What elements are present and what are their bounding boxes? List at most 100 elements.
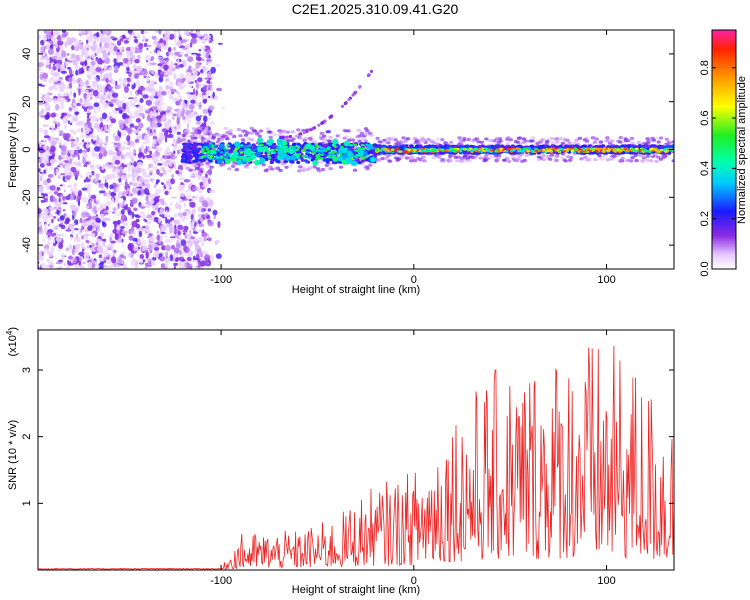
- noise-blob: [67, 184, 72, 188]
- trace-halo: [369, 133, 374, 137]
- noise-blob: [126, 162, 132, 167]
- noise-blob: [101, 99, 106, 106]
- noise-blob: [170, 67, 173, 72]
- noise-blob: [202, 51, 207, 59]
- noise-blob: [184, 189, 191, 193]
- trace-band: [328, 158, 333, 162]
- noise-blob: [202, 91, 206, 95]
- noise-blob: [72, 222, 76, 227]
- noise-blob: [160, 166, 164, 172]
- trace-halo: [610, 157, 615, 161]
- noise-blob: [137, 236, 142, 244]
- noise-blob: [125, 152, 130, 156]
- trace-band: [323, 153, 328, 157]
- noise-blob: [179, 177, 185, 181]
- noise-blob: [46, 154, 49, 162]
- noise-blob: [88, 215, 92, 221]
- noise-blob: [176, 131, 181, 135]
- trace-halo: [261, 163, 266, 167]
- noise-blob: [107, 124, 112, 128]
- noise-blob: [129, 201, 134, 208]
- noise-blob: [134, 263, 138, 269]
- noise-blob: [46, 178, 51, 183]
- noise-blob: [71, 173, 75, 177]
- noise-blob: [84, 234, 89, 242]
- noise-blob: [175, 170, 180, 175]
- noise-blob: [88, 103, 92, 107]
- noise-blob: [57, 174, 61, 180]
- trace-halo: [445, 158, 451, 162]
- noise-blob: [72, 129, 77, 136]
- noise-blob: [197, 126, 204, 129]
- noise-blob: [184, 208, 190, 212]
- trace-band: [324, 143, 329, 147]
- noise-blob: [78, 43, 84, 50]
- noise-blob: [56, 78, 62, 81]
- trace-halo: [307, 136, 313, 140]
- noise-blob: [207, 220, 214, 227]
- trace-halo: [253, 129, 258, 133]
- noise-blob: [162, 188, 165, 194]
- noise-blob: [68, 107, 73, 112]
- noise-blob: [117, 130, 120, 137]
- noise-blob: [135, 113, 140, 118]
- noise-blob: [174, 167, 177, 170]
- noise-blob: [167, 50, 170, 57]
- trace-band: [415, 144, 420, 148]
- noise-blob: [44, 223, 47, 231]
- noise-blob: [100, 232, 104, 237]
- noise-blob: [55, 261, 62, 265]
- noise-blob: [181, 100, 185, 106]
- trace-halo: [189, 134, 194, 139]
- noise-blob: [55, 63, 62, 70]
- noise-blob: [75, 150, 80, 157]
- noise-blob: [177, 112, 181, 119]
- spectrogram-image: [38, 30, 674, 269]
- noise-blob: [101, 60, 105, 64]
- noise-blob: [64, 58, 68, 62]
- noise-blob: [131, 54, 136, 58]
- trace-halo: [456, 155, 461, 159]
- trace-halo: [549, 153, 555, 157]
- noise-blob: [117, 202, 120, 210]
- noise-blob: [192, 231, 199, 235]
- noise-blob: [53, 196, 56, 202]
- noise-blob: [178, 36, 183, 41]
- trace-halo: [290, 130, 295, 134]
- noise-blob: [200, 46, 207, 50]
- noise-blob: [179, 204, 182, 211]
- trace-band: [465, 144, 470, 148]
- noise-blob: [115, 80, 118, 86]
- noise-blob: [194, 79, 197, 83]
- trace-halo: [231, 164, 236, 168]
- noise-blob: [92, 40, 97, 45]
- trace-halo: [249, 126, 254, 130]
- trace-halo: [572, 152, 577, 156]
- noise-blob: [151, 35, 157, 40]
- noise-blob: [46, 30, 50, 38]
- noise-blob: [88, 183, 92, 189]
- noise-blob: [116, 142, 121, 147]
- noise-blob: [146, 127, 150, 131]
- trace-halo: [479, 140, 485, 144]
- noise-blob: [87, 253, 90, 258]
- noise-blob: [109, 116, 112, 121]
- noise-blob: [46, 96, 51, 103]
- noise-blob: [97, 84, 104, 91]
- trace-halo: [285, 130, 290, 134]
- noise-blob: [104, 67, 107, 73]
- noise-blob: [53, 31, 60, 36]
- noise-blob: [39, 163, 45, 168]
- trace-halo: [658, 136, 664, 140]
- noise-blob: [157, 163, 163, 166]
- noise-blob: [136, 186, 143, 189]
- noise-blob: [152, 117, 157, 122]
- noise-blob: [68, 258, 72, 262]
- trace-band: [272, 157, 277, 162]
- noise-blob: [79, 217, 83, 224]
- trace-halo: [555, 140, 560, 144]
- noise-blob: [196, 56, 203, 62]
- noise-blob: [98, 183, 104, 186]
- noise-blob: [64, 62, 69, 66]
- noise-blob: [117, 49, 120, 53]
